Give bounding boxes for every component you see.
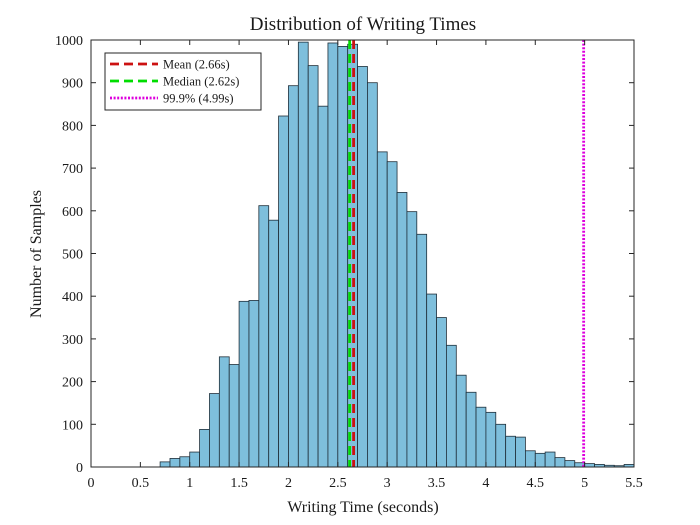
histogram-bar	[584, 463, 595, 468]
x-tick-label: 2	[285, 476, 292, 491]
histogram-bar	[189, 451, 201, 468]
histogram-bar	[396, 192, 408, 468]
histogram-bar	[248, 300, 260, 468]
histogram-bar	[297, 41, 309, 468]
y-tick-label: 600	[62, 205, 83, 220]
histogram-bar	[327, 42, 339, 468]
x-tick-label: 0.5	[132, 476, 150, 491]
x-tick-label: 4	[482, 476, 489, 491]
histogram-bar	[465, 391, 477, 468]
x-tick-label: 3.5	[428, 476, 446, 491]
histogram-bar	[515, 436, 526, 468]
histogram-bar	[564, 460, 576, 468]
reference-lines-group	[348, 40, 586, 467]
histogram-bar	[534, 452, 546, 468]
chart-legend: Mean (2.66s) Median (2.62s) 99.9% (4.99s)	[104, 52, 262, 111]
histogram-bar	[495, 423, 507, 468]
histogram-bar	[455, 374, 467, 468]
x-tick-label: 5.5	[625, 476, 643, 491]
histogram-bar	[288, 85, 299, 468]
histogram-bar	[367, 82, 378, 468]
histogram-bar	[376, 151, 388, 468]
histogram-bar	[199, 429, 210, 468]
histogram-bar	[317, 105, 329, 468]
x-tick-label: 3	[384, 476, 391, 491]
histogram-bar	[179, 456, 191, 468]
x-tick-label: 4.5	[527, 476, 545, 491]
histogram-bar	[475, 406, 487, 468]
y-tick-label: 200	[62, 376, 83, 391]
y-tick-label: 400	[62, 290, 83, 305]
x-tick-label: 1	[186, 476, 193, 491]
histogram-bar	[446, 344, 457, 468]
y-tick-label: 700	[62, 162, 83, 177]
x-axis-ticks: 0 0.5 1 1.5 2 2.5 3 3.5 4 4.5 5 5.5	[88, 40, 643, 491]
histogram-bar	[416, 233, 428, 468]
chart-title: Distribution of Writing Times	[250, 14, 476, 35]
legend-label-1: Median (2.62s)	[163, 75, 239, 89]
histogram-bar	[505, 435, 516, 468]
histogram-bar	[209, 393, 220, 468]
x-tick-label: 5	[581, 476, 588, 491]
y-tick-label: 500	[62, 248, 83, 263]
histogram-bar	[544, 451, 556, 468]
histogram-bar	[238, 300, 250, 468]
bars-group	[159, 41, 635, 468]
histogram-bar	[228, 364, 240, 468]
histogram-bar	[554, 457, 566, 468]
histogram-bar	[426, 293, 437, 468]
histogram-bar	[357, 66, 368, 468]
y-tick-label: 300	[62, 333, 83, 348]
histogram-bar	[218, 356, 230, 468]
y-tick-label: 0	[76, 461, 83, 476]
x-tick-label: 0	[88, 476, 95, 491]
histogram-bar	[169, 458, 181, 468]
x-axis-label: Writing Time (seconds)	[287, 499, 438, 516]
legend-label-2: 99.9% (4.99s)	[163, 92, 233, 106]
histogram-bar	[337, 46, 349, 468]
histogram-bar	[436, 317, 447, 468]
histogram-bar	[386, 161, 398, 468]
histogram-bar	[258, 205, 270, 468]
histogram-bar	[485, 411, 497, 468]
histogram-bar	[406, 211, 418, 468]
legend-label-0: Mean (2.66s)	[163, 58, 230, 72]
y-tick-label: 100	[62, 418, 83, 433]
histogram-bar	[307, 65, 319, 468]
x-tick-label: 1.5	[230, 476, 248, 491]
x-tick-label: 2.5	[329, 476, 347, 491]
histogram-bar	[159, 461, 171, 468]
y-tick-label: 1000	[55, 34, 83, 49]
y-axis-ticks: 0 100 200 300 400 500 600 700 800 900 1000	[55, 34, 634, 476]
y-tick-label: 800	[62, 119, 83, 134]
y-tick-label: 900	[62, 77, 83, 92]
histogram-bar	[525, 450, 536, 468]
histogram-bar	[268, 219, 279, 468]
y-axis-label: Number of Samples	[28, 190, 45, 318]
histogram-bar	[278, 115, 289, 468]
